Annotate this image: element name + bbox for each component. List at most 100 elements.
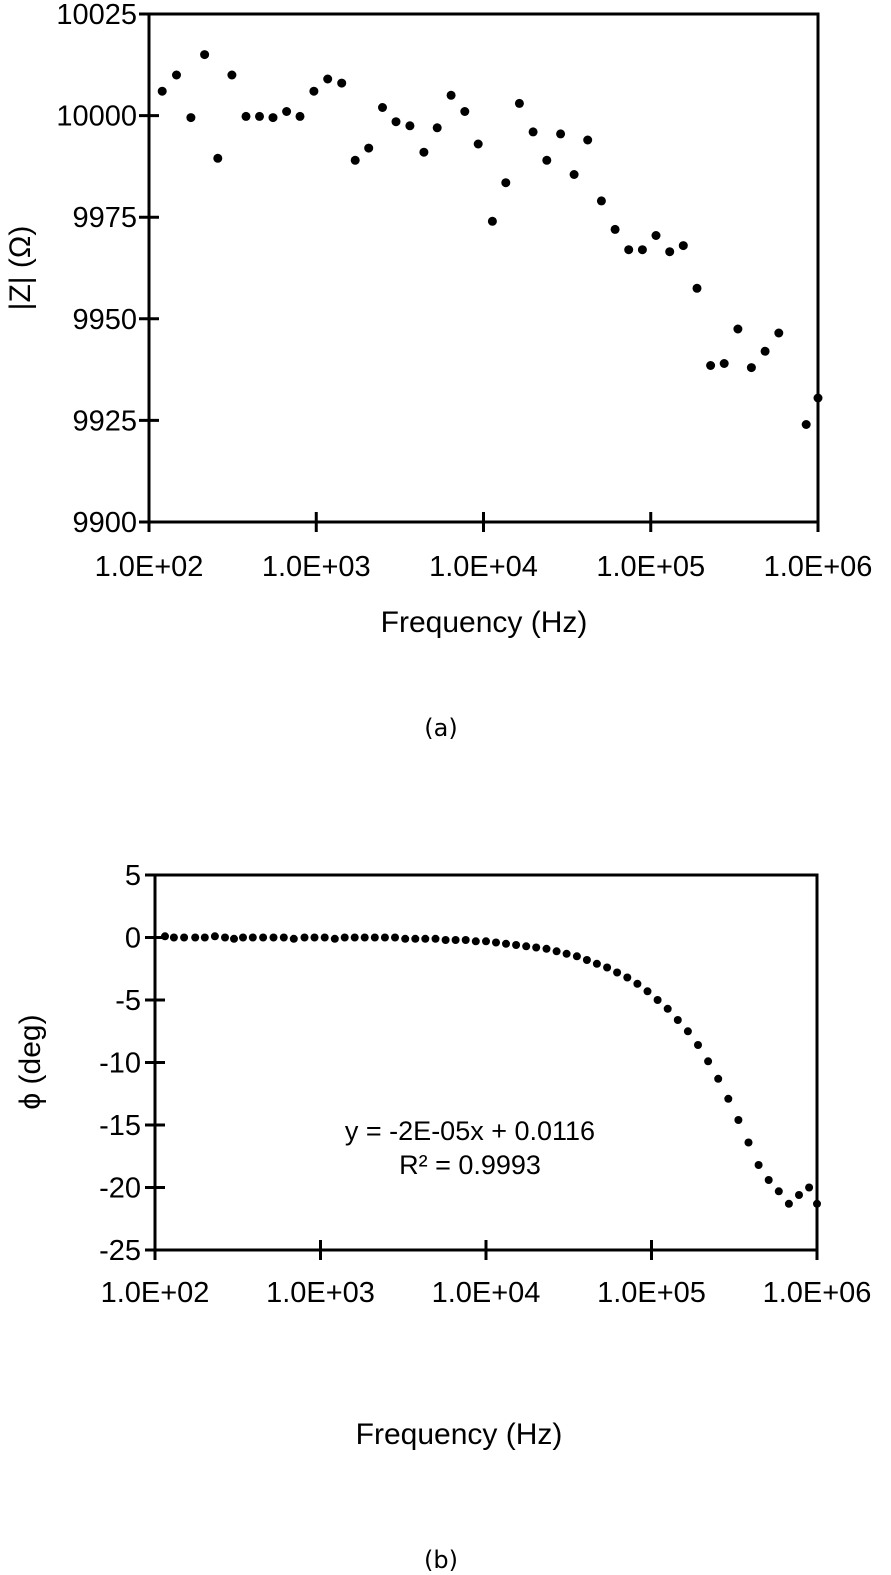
data-point	[370, 933, 379, 942]
data-point	[795, 1191, 803, 1199]
x-axis-title: Frequency (Hz)	[381, 606, 588, 639]
data-point	[714, 1074, 723, 1083]
data-point	[492, 938, 500, 947]
data-point	[801, 420, 811, 429]
data-point	[692, 283, 702, 293]
data-point	[665, 247, 675, 257]
data-point	[230, 934, 238, 943]
data-point	[323, 74, 333, 84]
x-tick-label: 1.0E+04	[429, 551, 538, 583]
x-tick-label: 1.0E+06	[763, 1277, 872, 1309]
data-point	[269, 933, 278, 942]
data-point	[694, 1041, 702, 1049]
data-point	[562, 949, 571, 958]
y-tick-label: -10	[99, 1048, 141, 1080]
data-point	[441, 936, 450, 944]
data-point	[221, 933, 229, 942]
data-point	[268, 113, 278, 123]
data-point	[310, 933, 319, 942]
data-point	[637, 245, 647, 255]
data-point	[482, 937, 490, 946]
y-tick-label: 0	[125, 923, 141, 955]
y-tick-label: -5	[115, 985, 141, 1017]
data-point	[461, 936, 470, 944]
data-point	[746, 363, 756, 373]
trendline-equation: y = -2E-05x + 0.0116	[345, 1116, 595, 1146]
data-point	[613, 968, 622, 977]
plot-area-frame	[147, 12, 820, 524]
data-point	[340, 933, 349, 942]
data-point	[401, 934, 410, 943]
data-point	[651, 231, 661, 240]
data-point	[813, 393, 823, 403]
data-point	[471, 937, 480, 946]
data-point	[172, 70, 181, 80]
data-point	[161, 932, 169, 941]
data-point	[169, 933, 178, 942]
y-tick-label: -20	[99, 1173, 141, 1205]
data-point	[446, 90, 456, 100]
data-point	[542, 944, 551, 953]
data-point	[514, 98, 524, 108]
y-tick-label: 9950	[72, 304, 137, 336]
data-point	[582, 956, 591, 964]
y-tick-label: 9900	[72, 507, 137, 539]
data-point	[350, 933, 359, 942]
data-point	[542, 155, 552, 165]
data-point	[391, 933, 399, 942]
data-point	[289, 934, 298, 943]
data-point	[200, 50, 210, 60]
data-point	[633, 979, 642, 988]
y-tick-label: -15	[99, 1110, 141, 1142]
data-point	[512, 941, 521, 949]
data-point	[364, 143, 374, 153]
data-point	[663, 1004, 672, 1013]
data-point	[528, 127, 538, 137]
y-tick-label: 10025	[56, 0, 137, 31]
data-point	[350, 155, 360, 165]
data-point	[213, 153, 223, 163]
data-point	[380, 933, 389, 942]
data-point	[473, 139, 483, 149]
data-point	[764, 1176, 773, 1184]
data-point	[330, 934, 339, 943]
data-point	[411, 934, 420, 943]
data-point	[583, 135, 593, 145]
data-point	[760, 346, 770, 356]
data-point	[552, 947, 561, 956]
figure-caption: (b)	[424, 1546, 458, 1574]
x-axis-ticks: 1.0E+02 1.0E+03 1.0E+04 1.0E+05 1.0E+06	[95, 512, 872, 583]
data-point	[239, 933, 247, 942]
data-point	[378, 103, 387, 112]
data-point	[813, 1199, 821, 1208]
data-point	[623, 973, 632, 982]
data-point	[210, 932, 219, 941]
data-point	[421, 934, 430, 943]
x-tick-label: 1.0E+02	[95, 551, 204, 583]
data-point	[501, 178, 511, 188]
data-point	[227, 70, 237, 80]
y-axis-title: ϕ (deg)	[14, 1014, 47, 1109]
data-point	[419, 147, 429, 157]
data-point	[569, 170, 579, 179]
data-point	[432, 123, 442, 133]
data-point	[596, 196, 606, 206]
r-squared-label: R² = 0.9993	[399, 1150, 541, 1180]
y-axis-ticks: 9900 9925 9950 9975 10000 10025	[56, 0, 159, 539]
data-point	[157, 86, 167, 96]
data-point	[532, 943, 541, 952]
data-point	[706, 361, 716, 370]
data-point	[248, 933, 257, 942]
data-point	[754, 1161, 763, 1169]
plot-area-frame	[153, 873, 819, 1252]
data-point	[451, 936, 460, 944]
data-point	[683, 1027, 692, 1036]
x-axis-title: Frequency (Hz)	[356, 1418, 563, 1451]
data-point	[673, 1016, 682, 1024]
x-tick-label: 1.0E+05	[597, 1277, 706, 1309]
data-point	[405, 121, 415, 131]
data-point	[805, 1183, 814, 1192]
y-tick-label: 10000	[56, 101, 137, 133]
data-point	[337, 78, 347, 88]
